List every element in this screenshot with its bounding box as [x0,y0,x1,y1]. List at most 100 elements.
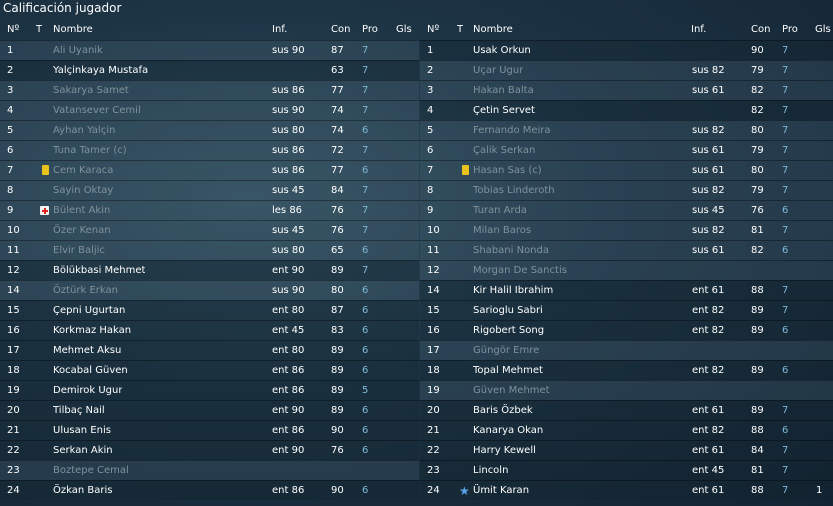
header-t[interactable]: T [457,24,464,35]
player-condition: 80 [751,165,764,176]
player-condition: 90 [331,425,344,436]
player-row[interactable]: 16 Rigobert Song ent 82 89 6 [420,320,833,340]
header-gls[interactable]: Gls [815,24,831,35]
player-row[interactable]: 6 Tuna Tamer (c) sus 86 72 7 [0,140,419,160]
player-inf: ent 82 [692,325,725,336]
player-rating: 7 [782,145,789,156]
player-row[interactable]: 24 Ümit Karan ent 61 88 7 1 ★ [420,480,833,500]
player-rating: 6 [362,305,369,316]
player-number: 12 [427,265,440,276]
player-row[interactable]: 11 Elvir Baljic sus 80 65 6 [0,240,419,260]
player-row[interactable]: 7 Cem Karaca sus 86 77 6 [0,160,419,180]
player-row[interactable]: 22 Harry Kewell ent 61 84 7 [420,440,833,460]
player-row[interactable]: 19 Güven Mehmet [420,380,833,400]
player-row[interactable]: 17 Mehmet Aksu ent 80 89 6 [0,340,419,360]
player-inf: ent 45 [272,325,305,336]
player-number: 10 [7,225,20,236]
player-goals: 1 [816,485,823,496]
player-row[interactable]: 24 Özkan Baris ent 86 90 6 [0,480,419,500]
header-inf[interactable]: Inf. [691,24,707,35]
player-row[interactable]: 2 Uçar Ugur sus 82 79 7 [420,60,833,80]
player-condition: 89 [331,265,344,276]
player-row[interactable]: 8 Sayin Oktay sus 45 84 7 [0,180,419,200]
header-number[interactable]: Nº [427,24,440,35]
header-con[interactable]: Con [751,24,771,35]
player-row[interactable]: 15 Sarioglu Sabri ent 82 89 7 [420,300,833,320]
header-number[interactable]: Nº [7,24,20,35]
player-inf: sus 90 [272,105,305,116]
player-name: Yalçinkaya Mustafa [53,65,149,76]
player-row[interactable]: 8 Tobias Linderoth sus 82 79 7 [420,180,833,200]
player-row[interactable]: 21 Kanarya Okan ent 82 88 6 [420,420,833,440]
header-inf[interactable]: Inf. [272,24,288,35]
player-condition: 84 [751,445,764,456]
home-team-rows: 1 Ali Uyanik sus 90 87 7 2 Yalçinkaya Mustafa 6… [0,40,419,500]
player-row[interactable]: 12 Bölükbasi Mehmet ent 90 89 7 [0,260,419,280]
player-row[interactable]: 5 Ayhan Yalçin sus 80 74 6 [0,120,419,140]
player-row[interactable]: 9 Turan Arda sus 45 76 6 [420,200,833,220]
player-name: Fernando Meira [473,125,551,136]
player-row[interactable]: 5 Fernando Meira sus 82 80 7 [420,120,833,140]
player-row[interactable]: 18 Kocabal Güven ent 86 89 6 [0,360,419,380]
player-name: Serkan Akin [53,445,113,456]
player-row[interactable]: 10 Milan Baros sus 82 81 7 [420,220,833,240]
player-inf: les 86 [272,205,303,216]
player-row[interactable]: 16 Korkmaz Hakan ent 45 83 6 [0,320,419,340]
player-condition: 74 [331,125,344,136]
player-row[interactable]: 18 Topal Mehmet ent 82 89 6 [420,360,833,380]
header-con[interactable]: Con [331,24,351,35]
player-rating: 6 [362,165,369,176]
player-rating: 7 [782,105,789,116]
header-pro[interactable]: Pro [362,24,378,35]
player-row[interactable]: 15 Çepni Ugurtan ent 80 87 6 [0,300,419,320]
player-row[interactable]: 2 Yalçinkaya Mustafa 63 7 [0,60,419,80]
player-row[interactable]: 11 Shabani Nonda sus 61 82 6 [420,240,833,260]
player-name: Korkmaz Hakan [53,325,132,336]
player-row[interactable]: 6 Çalik Serkan sus 61 79 7 [420,140,833,160]
header-t[interactable]: T [36,24,43,35]
player-number: 4 [7,105,14,116]
player-row[interactable]: 4 Çetin Servet 82 7 [420,100,833,120]
player-inf: sus 82 [692,65,725,76]
player-row[interactable]: 7 Hasan Sas (c) sus 61 80 7 [420,160,833,180]
player-number: 11 [427,245,440,256]
player-name: Rigobert Song [473,325,545,336]
player-row[interactable]: 20 Baris Özbek ent 61 89 7 [420,400,833,420]
player-row[interactable]: 1 Ali Uyanik sus 90 87 7 [0,40,419,60]
player-row[interactable]: 9 Bülent Akin les 86 76 7 [0,200,419,220]
player-row[interactable]: 3 Hakan Balta sus 61 82 7 [420,80,833,100]
player-rating: 7 [362,65,369,76]
player-row[interactable]: 23 Lincoln ent 45 81 7 [420,460,833,480]
player-row[interactable]: 22 Serkan Akin ent 90 76 6 [0,440,419,460]
player-condition: 88 [751,285,764,296]
player-inf: ent 82 [692,425,725,436]
player-row[interactable]: 10 Özer Kenan sus 45 76 7 [0,220,419,240]
player-number: 7 [7,165,14,176]
player-number: 24 [427,485,440,496]
header-name[interactable]: Nombre [53,24,93,35]
player-name: Vatansever Cemil [53,105,141,116]
player-row[interactable]: 14 Kir Halil Ibrahim ent 61 88 7 [420,280,833,300]
player-row[interactable]: 19 Demirok Ugur ent 86 89 5 [0,380,419,400]
header-pro[interactable]: Pro [782,24,798,35]
player-number: 9 [7,205,14,216]
player-number: 23 [427,465,440,476]
player-inf: ent 45 [692,465,725,476]
header-name[interactable]: Nombre [473,24,513,35]
player-row[interactable]: 17 Güngör Emre [420,340,833,360]
header-gls[interactable]: Gls [396,24,412,35]
player-row[interactable]: 14 Öztürk Erkan sus 90 80 6 [0,280,419,300]
player-name: Baris Özbek [473,405,533,416]
player-rating: 7 [782,465,789,476]
player-row[interactable]: 4 Vatansever Cemil sus 90 74 7 [0,100,419,120]
player-condition: 89 [331,385,344,396]
player-row[interactable]: 23 Boztepe Cemal [0,460,419,480]
player-name: Uçar Ugur [473,65,524,76]
player-inf: ent 90 [272,445,305,456]
player-row[interactable]: 3 Sakarya Samet sus 86 77 7 [0,80,419,100]
player-row[interactable]: 21 Ulusan Enis ent 86 90 6 [0,420,419,440]
player-row[interactable]: 12 Morgan De Sanctis [420,260,833,280]
player-row[interactable]: 20 Tilbaç Nail ent 90 89 6 [0,400,419,420]
player-number: 20 [7,405,20,416]
player-row[interactable]: 1 Usak Orkun 90 7 [420,40,833,60]
